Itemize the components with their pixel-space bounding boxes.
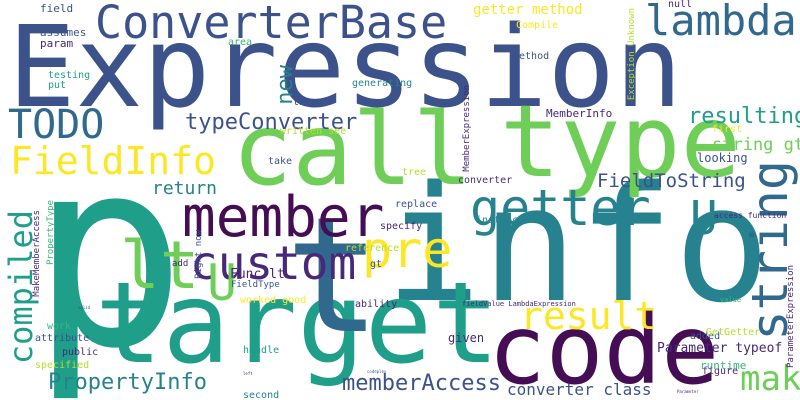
word-u-small: U [207,254,238,312]
word-take: take [268,156,293,167]
word-specify: specify [380,221,423,232]
word-propertytype: PropertyType [46,200,56,266]
word-tiny-d: left [243,371,253,376]
word-tiny-e: Parameter [677,389,699,394]
word-t: t [285,182,382,369]
word-runtime: runtime [700,359,747,372]
word-method: method [513,51,550,62]
word-looking: looking [697,151,748,165]
word-pre: pre [362,221,453,279]
word-reference: reference [345,243,400,254]
word-todo: TODO [8,102,105,148]
word-access-function: access function [714,211,787,220]
word-put: put [48,80,67,91]
word-make: make [740,359,800,399]
word-expression: Expression [8,3,683,133]
word-tiny-a: propertyinfo [706,211,735,216]
word-info: info [385,151,771,338]
word-replace: replace [395,199,438,210]
word-u-big: U [690,191,718,245]
word-right-now: Right now [194,230,204,279]
word-figure: figure [702,366,739,377]
word-memberexpression: MemberExpression [462,85,472,172]
word-generating: generating [352,78,413,89]
word-worked-good: worked good [240,295,307,306]
word-parameterexpression: ParameterExpression [786,265,796,368]
word-converterbase: ConverterBase [95,0,448,49]
word-p: p [30,104,187,400]
word-assumes: assumes [40,26,87,39]
word-ability: ability [355,299,398,310]
word-lt-big: lt [120,227,200,304]
word-resulting: resulting [688,104,800,129]
word-getgetter: GetGetter [706,327,761,338]
word-given: given [448,331,485,345]
word-memberaccess: memberAccess [342,371,501,396]
word-value: value [720,296,742,304]
word-memberinfo: MemberInfo [546,107,613,120]
word-public: public [62,347,99,358]
word-tree: tree [402,167,427,178]
word-fieldinfo: FieldInfo [10,139,216,183]
word-return: return [152,178,218,199]
word-target: target [95,259,500,389]
word-first: first [712,124,743,135]
word-lambda: lambda [645,0,797,45]
word-handle: handle [243,345,280,356]
word-instance: instance [476,215,525,226]
word-getter-method: getter method [473,2,583,18]
word-makememberaccess: MakeMemberAccess [32,210,42,297]
word-typeconverter: typeConverter [185,110,358,135]
word-area: area [228,37,253,48]
word-custom: custom [190,236,357,290]
word-tiny-b: valid [78,305,91,310]
word-param: param [40,37,74,50]
word-tiny-c: codeplex [367,369,387,374]
word-testing: testing [48,70,91,81]
word-converter: converter [458,175,513,186]
word-exception-unknown: Exception Unknown [627,8,637,101]
word-fieldtostring: FieldToString [597,170,746,192]
word-func-lt: Func lt [230,267,285,282]
word-field: field [40,2,74,15]
word-code: code [488,294,720,400]
word-attribute: attribute [35,333,90,344]
word-call: call [232,91,473,208]
word-add: add [172,259,189,269]
word-parameter-typeof: Parameter typeof [657,341,783,356]
word-member: member [182,185,385,250]
word-work: work [47,321,72,332]
word-fieldvalue-lambda: fieldValue LambdaExpression [462,300,576,308]
word-string-gt: string gt [712,135,800,155]
word-result: result [520,294,658,338]
word-written-see: written see [280,126,347,137]
word-type: type [500,83,741,200]
word-compile: Compile [516,20,559,31]
word-null: null [668,0,693,10]
word-getter: getter [470,179,651,237]
word-fieldtype: FieldType [231,280,280,290]
word-gt: gt [370,259,383,270]
word-converter-class: converter class [507,380,652,399]
word-added: added [690,331,721,342]
word-throw: throw [293,97,324,108]
word-second: second [243,390,280,400]
word-propertyinfo: PropertyInfo [48,370,207,395]
word-specified: specified [35,360,90,371]
